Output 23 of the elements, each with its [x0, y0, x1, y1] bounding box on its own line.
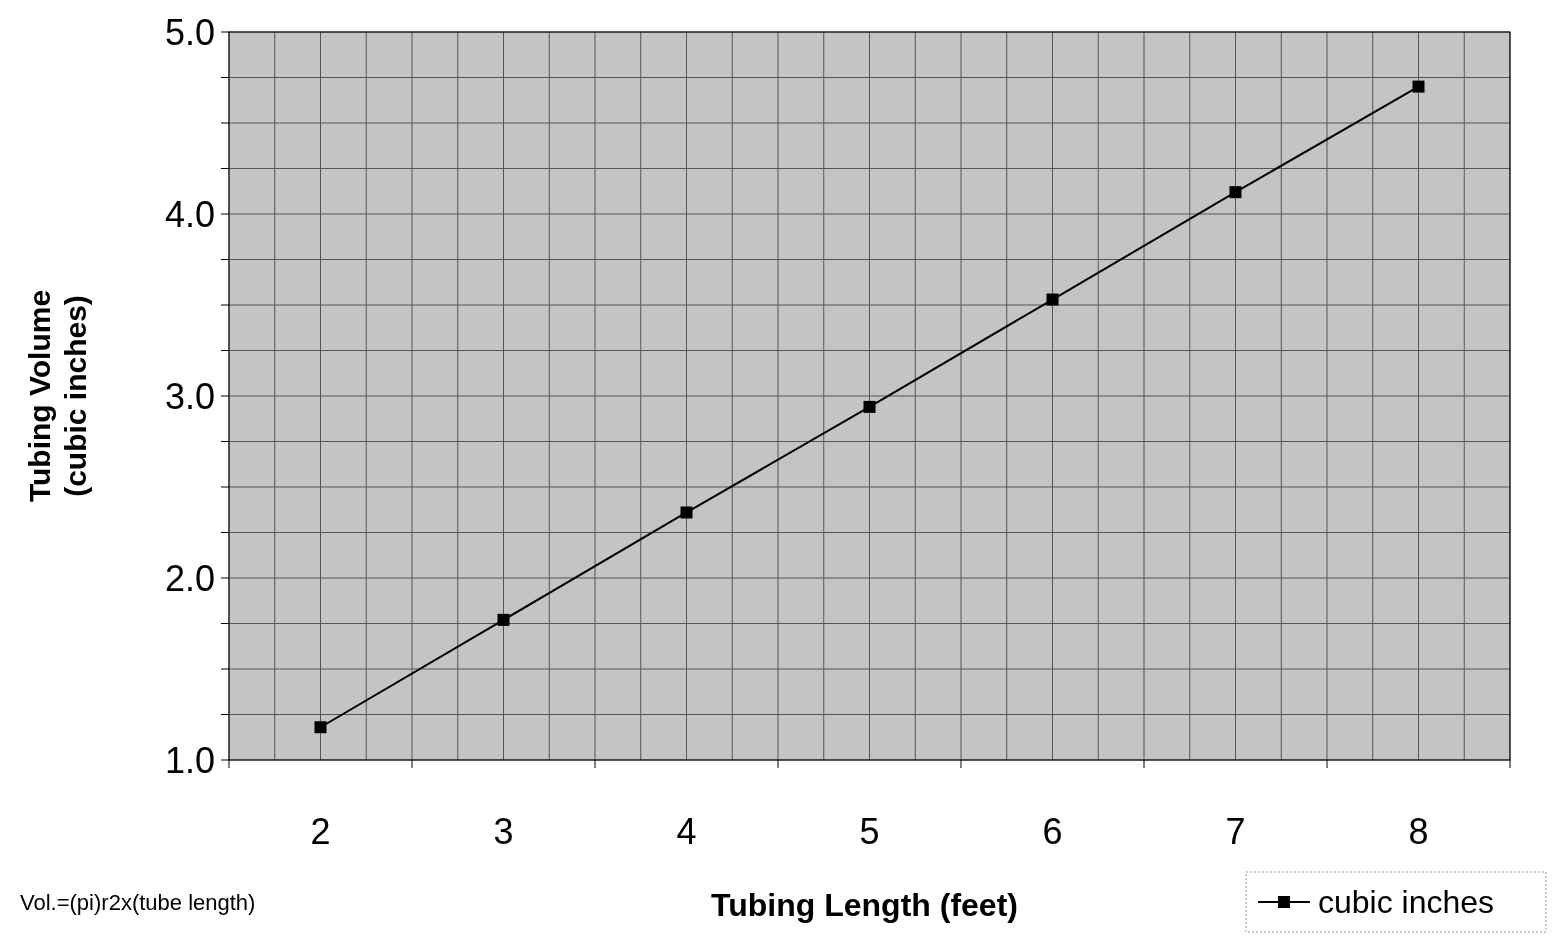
y-tick-label: 2.0 — [164, 557, 215, 599]
point — [1412, 80, 1425, 93]
x-tick-label: 4 — [676, 811, 697, 852]
x-tick-label: 2 — [310, 811, 331, 852]
x-tick-label: 7 — [1225, 811, 1246, 852]
point — [1046, 293, 1059, 306]
x-tick-label: 8 — [1408, 811, 1429, 852]
x-tick-label: 6 — [1042, 811, 1063, 852]
point — [863, 400, 876, 413]
point — [314, 721, 327, 734]
x-axis-title: Tubing Length (feet) — [711, 887, 1018, 923]
y-tick-label: 1.0 — [164, 739, 215, 781]
legend-label: cubic inches — [1318, 884, 1495, 921]
point — [497, 613, 510, 626]
x-tick-label: 3 — [493, 811, 514, 852]
y-tick-label: 4.0 — [164, 193, 215, 235]
y-tick-label: 5.0 — [164, 11, 215, 53]
text: Vol.=(pi)r2x(tube length) — [20, 890, 256, 915]
y-axis-title: Tubing Volume (cubic inches) — [23, 289, 92, 503]
point — [680, 506, 693, 519]
x-tick-label: 5 — [859, 811, 880, 852]
point — [1229, 186, 1242, 199]
y-tick-label: 3.0 — [164, 375, 215, 417]
